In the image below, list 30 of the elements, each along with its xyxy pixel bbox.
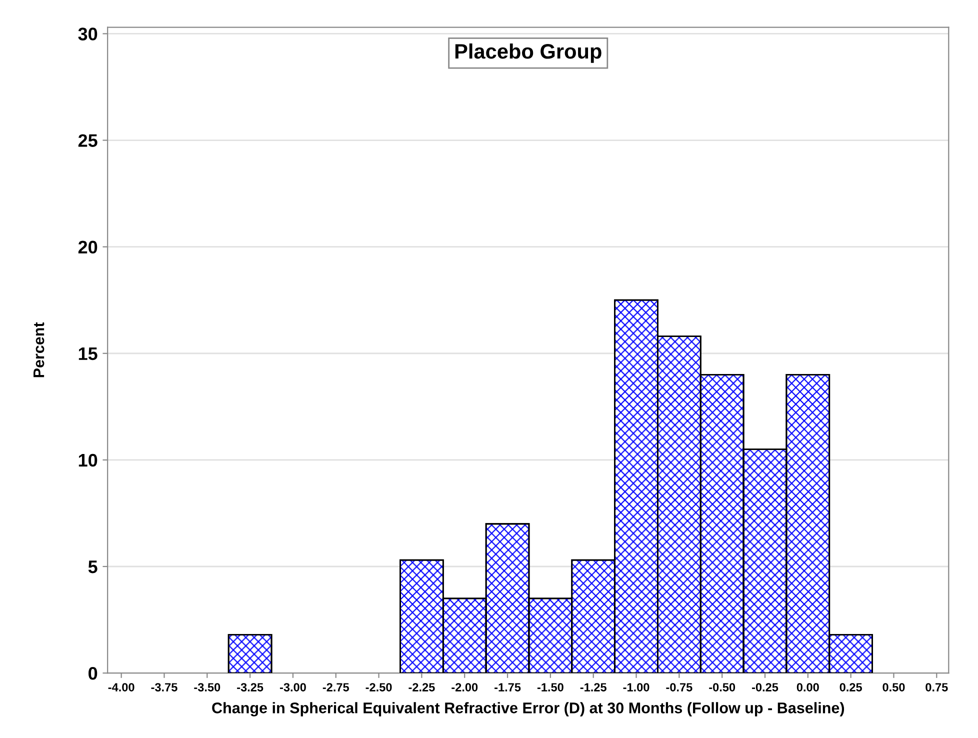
x-tick-label: -3.75 xyxy=(151,683,178,692)
x-tick-label: -2.75 xyxy=(322,683,349,692)
y-tick-label: 0 xyxy=(88,666,98,680)
y-tick-label: 25 xyxy=(78,134,98,147)
x-axis-title: Change in Spherical Equivalent Refractive Error (D) at 30 Months (Follow up - Baseline) xyxy=(212,702,844,716)
x-tick-label: -1.75 xyxy=(494,683,521,692)
x-tick-label: -2.00 xyxy=(452,683,478,692)
y-tick-label: 10 xyxy=(78,454,98,467)
x-tick-label: -3.50 xyxy=(194,683,220,692)
text: Placebo Group xyxy=(455,43,602,63)
y-tick-label: 30 xyxy=(78,28,98,40)
y-axis-title: Percent xyxy=(34,322,44,378)
y-tick-label: 20 xyxy=(78,240,98,254)
x-tick-label: -3.00 xyxy=(280,683,306,692)
x-tick-label: -2.50 xyxy=(366,683,392,692)
x-tick-label: -0.75 xyxy=(666,683,692,692)
x-tick-label: 0.00 xyxy=(796,683,819,692)
x-tick-label: 0.50 xyxy=(882,683,905,692)
x-tick-label: -1.50 xyxy=(537,683,564,692)
x-tick-label: -4.00 xyxy=(108,683,134,692)
x-tick-label: -3.25 xyxy=(237,683,264,692)
x-tick-label: -1.25 xyxy=(580,683,606,692)
x-tick-label: -2.25 xyxy=(408,683,435,692)
x-tick-label: -0.25 xyxy=(752,683,778,692)
x-tick-label: 0.25 xyxy=(840,683,862,692)
x-tick-label: -0.50 xyxy=(709,683,736,692)
x-tick-label: -1.00 xyxy=(623,683,650,692)
y-tick-label: 5 xyxy=(88,560,98,574)
x-tick-label: 0.75 xyxy=(926,683,948,692)
y-tick-label: 15 xyxy=(78,348,98,360)
